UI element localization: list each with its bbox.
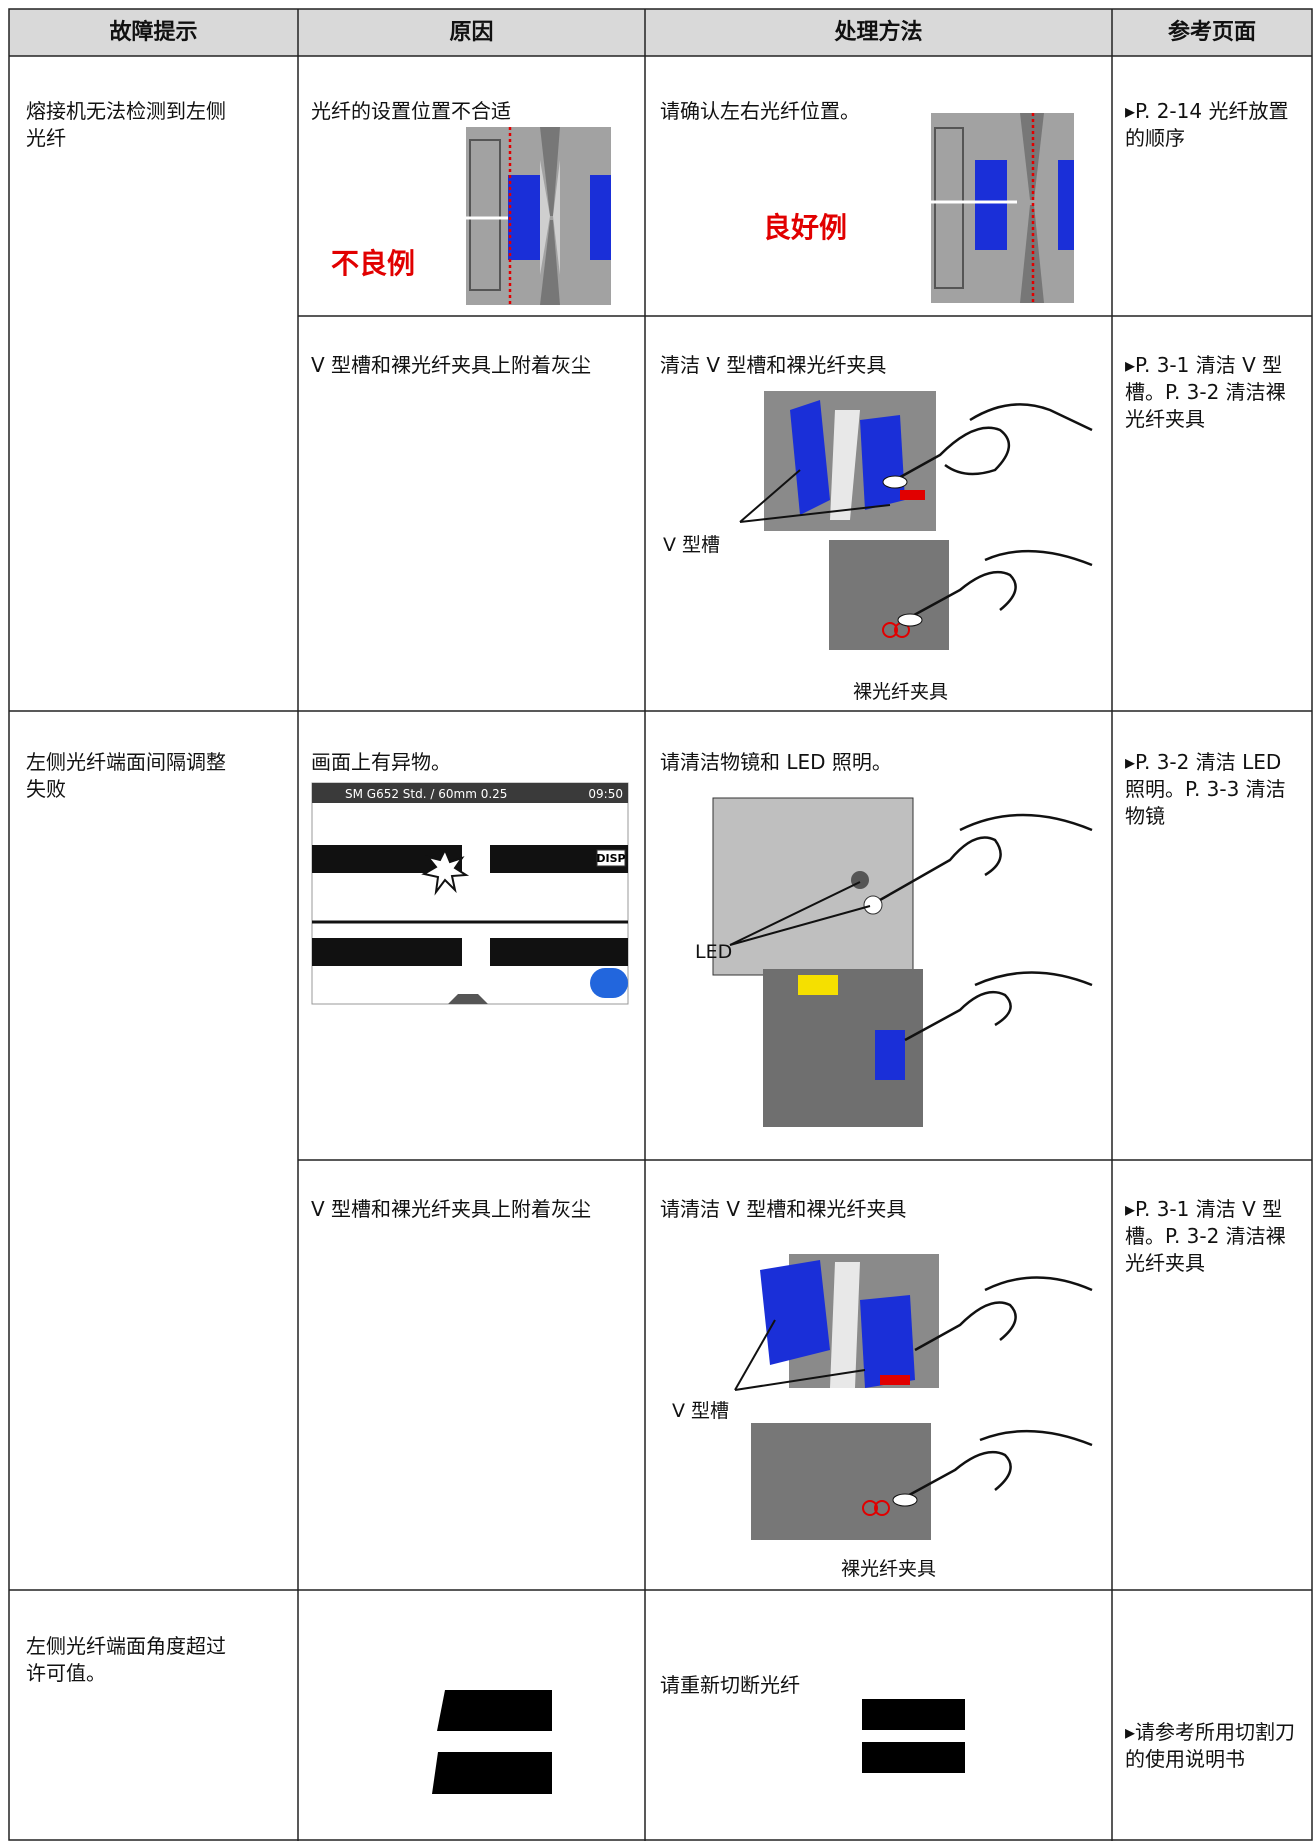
grid xyxy=(8,8,1313,1841)
header-cell: 处理方法 xyxy=(834,20,923,45)
bad-label: 不良例 xyxy=(331,247,416,280)
vgroove-label: V 型槽 xyxy=(672,1400,730,1422)
action: 清洁 V 型槽和裸光纤夹具 xyxy=(660,353,887,377)
reference: ▸请参考所用切割刀的使用说明书 xyxy=(1125,1720,1296,1771)
fault: 左侧光纤端面间隔调整失败 xyxy=(26,750,226,801)
screen-title: SM G652 Std. / 60mm 0.25 xyxy=(345,787,507,801)
cause: V 型槽和裸光纤夹具上附着灰尘 xyxy=(311,353,592,377)
led-label: LED xyxy=(695,941,733,963)
reference: ▸P. 2-14 光纤放置的顺序 xyxy=(1125,99,1289,150)
outer-border xyxy=(8,8,1313,1841)
action: 请清洁 V 型槽和裸光纤夹具 xyxy=(660,1197,907,1221)
header-bg xyxy=(9,9,1312,56)
header-cell: 故障提示 xyxy=(109,20,198,45)
action: 请清洁物镜和 LED 照明。 xyxy=(660,750,892,774)
fiber-holder-good xyxy=(931,113,1074,303)
header-cell: 原因 xyxy=(449,20,494,45)
vgroove-illustration xyxy=(734,1254,1093,1540)
clamp-label: 裸光纤夹具 xyxy=(841,1558,937,1580)
fault: 熔接机无法检测到左侧光纤 xyxy=(26,99,226,150)
fault: 左侧光纤端面角度超过许可值。 xyxy=(26,1634,226,1685)
cleave-bars xyxy=(432,1690,965,1794)
cause: V 型槽和裸光纤夹具上附着灰尘 xyxy=(311,1197,592,1221)
screen-time: 09:50 xyxy=(588,787,623,801)
reference: ▸P. 3-1 清洁 V 型槽。P. 3-2 清洁裸光纤夹具 xyxy=(1125,353,1286,431)
screen-mock: SM G652 Std. / 60mm 0.25 09:50 DISP xyxy=(311,782,629,1005)
cause: 画面上有异物。 xyxy=(311,750,451,774)
action: 请重新切断光纤 xyxy=(660,1673,800,1697)
good-label: 良好例 xyxy=(763,211,848,244)
vgroove-illustration xyxy=(739,391,1093,650)
fiber-holder-bad xyxy=(466,127,611,305)
action: 请确认左右光纤位置。 xyxy=(660,99,860,123)
cause: 光纤的设置位置不合适 xyxy=(311,99,511,123)
clamp-label: 裸光纤夹具 xyxy=(853,681,949,703)
screen-button: DISP xyxy=(596,852,625,865)
led-illustration xyxy=(712,797,1093,1127)
header-cell: 参考页面 xyxy=(1167,20,1256,45)
reference: ▸P. 3-2 清洁 LED 照明。P. 3-3 清洁物镜 xyxy=(1125,750,1286,828)
reference: ▸P. 3-1 清洁 V 型槽。P. 3-2 清洁裸光纤夹具 xyxy=(1125,1197,1286,1275)
vgroove-label: V 型槽 xyxy=(663,534,721,556)
